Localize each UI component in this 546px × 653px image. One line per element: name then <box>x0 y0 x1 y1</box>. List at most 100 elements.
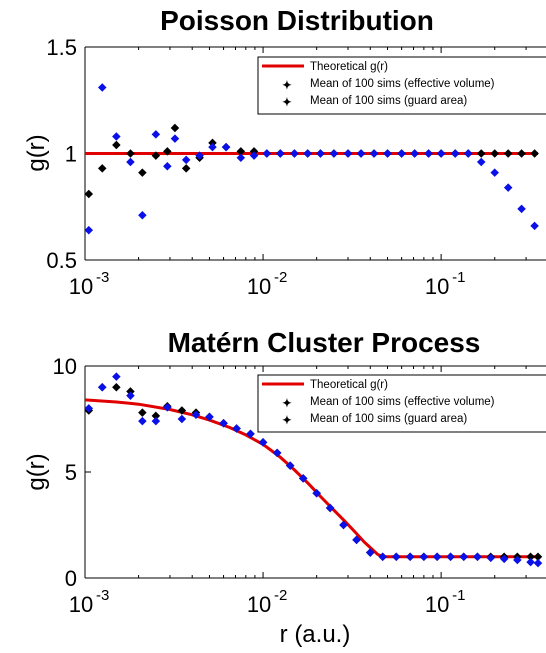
legend-label-theory: Theoretical g(r) <box>310 379 388 391</box>
marker-guard-area <box>276 149 285 158</box>
legend-label-effective: Mean of 100 sims (effective volume) <box>310 396 495 408</box>
marker-guard-area <box>195 151 204 160</box>
marker-guard-area <box>290 149 299 158</box>
marker-guard-area <box>366 548 375 557</box>
x-tick-label: 10 <box>247 592 271 617</box>
marker-guard-area <box>329 149 339 158</box>
marker-effective-volume <box>530 149 539 158</box>
marker-guard-area <box>232 424 241 433</box>
marker-guard-area <box>397 149 406 158</box>
marker-guard-area <box>356 149 366 158</box>
marker-guard-area <box>258 438 268 447</box>
marker-guard-area <box>151 130 161 139</box>
marker-guard-area <box>191 410 201 420</box>
marker-guard-area <box>177 414 187 424</box>
marker-guard-area <box>236 153 246 163</box>
plot-area: 0.511.510 -3 10 -2 10 -1 <box>46 35 546 299</box>
marker-effective-volume <box>170 123 180 133</box>
x-tick-label: 10 <box>425 274 449 299</box>
marker-guard-area <box>378 552 387 562</box>
marker-guard-area <box>383 149 392 158</box>
marker-effective-volume <box>163 147 172 156</box>
marker-guard-area <box>410 149 419 158</box>
marker-guard-area <box>97 382 107 392</box>
marker-guard-area <box>499 554 509 564</box>
marker-guard-area <box>85 225 94 235</box>
marker-effective-volume <box>181 164 191 173</box>
legend-marker-effective: ✦ <box>282 80 292 92</box>
marker-guard-area <box>246 429 255 439</box>
marker-guard-area <box>513 555 522 565</box>
marker-guard-area <box>138 416 147 426</box>
legend-marker-effective: ✦ <box>282 398 292 410</box>
y-tick-label: 5 <box>65 460 77 485</box>
legend-label-guard: Mean of 100 sims (guard area) <box>310 413 467 425</box>
marker-guard-area <box>285 461 295 470</box>
marker-guard-area <box>181 155 191 165</box>
chart-title: Poisson Distribution <box>160 5 434 36</box>
marker-guard-area <box>339 520 348 530</box>
marker-effective-volume <box>476 149 486 158</box>
marker-guard-area <box>312 488 321 498</box>
marker-effective-volume <box>517 149 526 158</box>
marker-guard-area <box>343 149 353 158</box>
marker-guard-area <box>517 204 526 214</box>
x-tick-label: 10 <box>425 592 449 617</box>
marker-guard-area <box>85 404 94 413</box>
marker-effective-volume <box>177 406 187 415</box>
marker-guard-area <box>419 552 429 562</box>
matern-panel: Matérn Cluster Process g(r) r (a.u.) 0 5 1… <box>23 327 546 648</box>
marker-guard-area <box>446 552 455 562</box>
x-tick-exponent: -2 <box>274 269 287 286</box>
x-tick-exponent: -1 <box>452 587 465 604</box>
legend-label-effective: Mean of 100 sims (effective volume) <box>310 78 495 90</box>
x-tick-label: 10 <box>69 592 93 617</box>
marker-guard-area <box>112 132 121 141</box>
marker-guard-area <box>503 183 513 192</box>
x-tick-label: 10 <box>69 274 93 299</box>
legend-marker-guard: ✦ <box>282 97 292 109</box>
marker-effective-volume <box>112 382 121 392</box>
marker-guard-area <box>272 448 282 458</box>
x-tick-exponent: -3 <box>96 269 109 286</box>
marker-guard-area <box>476 157 486 167</box>
x-tick-label: 10 <box>247 274 271 299</box>
marker-effective-volume <box>490 149 499 158</box>
marker-guard-area <box>205 412 214 422</box>
marker-guard-area <box>530 221 539 231</box>
marker-effective-volume <box>97 164 107 173</box>
legend-label-theory: Theoretical g(r) <box>310 61 388 73</box>
marker-effective-volume <box>112 140 121 150</box>
marker-guard-area <box>151 416 161 426</box>
marker-guard-area <box>490 168 499 177</box>
marker-effective-volume <box>85 189 94 199</box>
marker-guard-area <box>298 474 308 483</box>
marker-guard-area <box>126 157 135 167</box>
marker-guard-area <box>138 211 147 220</box>
marker-guard-area <box>432 552 442 562</box>
marker-guard-area <box>424 149 433 158</box>
marker-guard-area <box>436 149 446 158</box>
marker-guard-area <box>219 418 228 428</box>
marker-guard-area <box>526 557 535 567</box>
chart-title: Matérn Cluster Process <box>168 327 481 358</box>
marker-guard-area <box>459 552 469 562</box>
x-tick-exponent: -1 <box>452 269 465 286</box>
y-tick-label: 0 <box>65 566 77 591</box>
marker-guard-area <box>405 552 415 562</box>
marker-guard-area <box>392 552 401 562</box>
poisson-panel: Poisson Distribution g(r) 0.511.510 -3 10-… <box>23 5 546 299</box>
data-layer <box>85 372 543 568</box>
marker-guard-area <box>303 149 312 158</box>
y-tick-label: 1.5 <box>46 35 77 60</box>
marker-guard-area <box>126 391 135 400</box>
marker-effective-volume <box>126 149 135 158</box>
marker-guard-area <box>533 558 543 568</box>
marker-guard-area <box>352 535 361 545</box>
x-tick-exponent: -3 <box>96 587 109 604</box>
marker-effective-volume <box>138 168 147 177</box>
legend-label-guard: Mean of 100 sims (guard area) <box>310 95 467 107</box>
marker-guard-area <box>163 403 172 412</box>
legend-box <box>257 374 546 433</box>
